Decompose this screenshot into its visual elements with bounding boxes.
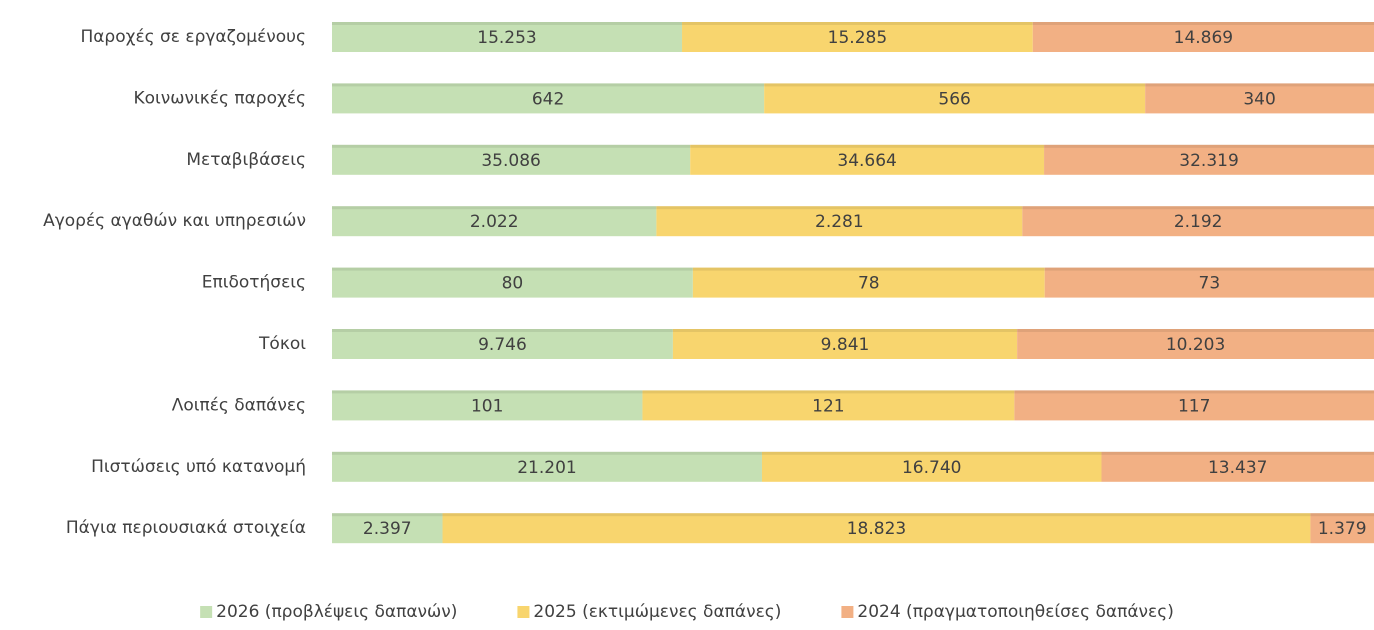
bar-shade — [1032, 22, 1374, 25]
y-tick-label: Κοινωνικές παροχές — [134, 88, 307, 108]
data-label: 9.746 — [478, 335, 527, 355]
bar-shade — [332, 329, 673, 332]
bar-segment — [332, 144, 691, 175]
bar-segment — [1101, 451, 1374, 482]
bar-segment — [332, 329, 673, 359]
data-label: 78 — [858, 274, 880, 294]
bar-segment — [761, 451, 1102, 482]
data-label: 15.285 — [828, 28, 887, 48]
bar-shade — [332, 83, 765, 87]
data-label: 340 — [1243, 89, 1275, 109]
data-label: 117 — [1178, 396, 1210, 416]
bar-segment — [692, 267, 1045, 298]
bar-shade — [1044, 267, 1374, 271]
legend-swatch — [200, 606, 213, 618]
bar-shade — [1017, 329, 1374, 332]
y-tick-label: Μεταβιβάσεις — [186, 150, 306, 170]
data-label: 18.823 — [847, 519, 906, 539]
y-tick-label: Επιδοτήσεις — [202, 273, 306, 293]
bar-segment — [1017, 329, 1374, 359]
bar-shade — [656, 206, 1023, 210]
data-label: 10.203 — [1166, 335, 1225, 355]
data-label: 80 — [502, 274, 524, 294]
data-label: 9.841 — [821, 335, 870, 355]
bar-shade — [332, 144, 691, 148]
bar-shade — [1044, 144, 1374, 148]
legend-swatch — [517, 606, 530, 618]
bar-shade — [761, 451, 1102, 455]
data-label: 121 — [812, 396, 844, 416]
bar-segment — [332, 513, 443, 544]
y-tick-label: Αγορές αγαθών και υπηρεσιών — [43, 211, 306, 231]
data-label: 21.201 — [517, 458, 576, 478]
data-label: 101 — [471, 396, 503, 416]
y-tick-label: Παροχές σε εργαζομένους — [80, 27, 306, 47]
bar-shade — [672, 329, 1018, 332]
bar-shade — [332, 267, 693, 271]
bar-segment — [332, 22, 683, 52]
bar-shade — [1145, 83, 1374, 87]
bar-segment — [1044, 267, 1374, 298]
bar-segment — [1014, 390, 1374, 421]
bar-segment — [332, 267, 693, 298]
y-tick-label: Πάγια περιουσιακά στοιχεία — [66, 518, 306, 538]
bar-segment — [764, 83, 1146, 114]
bar-shade — [332, 513, 443, 517]
data-label: 566 — [938, 89, 970, 109]
bar-shade — [442, 513, 1311, 517]
data-label: 13.437 — [1208, 458, 1267, 478]
bar-shade — [1310, 513, 1374, 517]
legend-swatch — [841, 606, 854, 618]
data-label: 2.192 — [1174, 212, 1223, 232]
data-label: 35.086 — [481, 151, 540, 171]
bar-shade — [682, 22, 1033, 25]
bar-segment — [1145, 83, 1374, 114]
data-label: 1.379 — [1318, 519, 1367, 539]
y-tick-label: Τόκοι — [258, 334, 306, 354]
data-label: 2.022 — [470, 212, 519, 232]
data-label: 32.319 — [1179, 151, 1238, 171]
bar-segment — [642, 390, 1015, 421]
legend-label: 2025 (εκτιμώμενες δαπάνες) — [533, 602, 781, 622]
data-label: 73 — [1199, 274, 1221, 294]
bar-segment — [332, 451, 762, 482]
bar-shade — [1014, 390, 1374, 394]
bar-segment — [1022, 206, 1374, 237]
data-label: 34.664 — [837, 151, 896, 171]
bar-segment — [332, 83, 765, 114]
bar-shade — [1101, 451, 1374, 455]
legend-label: 2024 (πραγματοποιηθείσες δαπάνες) — [857, 602, 1173, 622]
bar-segment — [1032, 22, 1374, 52]
data-label: 15.253 — [477, 28, 536, 48]
bar-shade — [332, 451, 762, 455]
bar-segment — [1044, 144, 1374, 175]
bar-shade — [692, 267, 1045, 271]
bar-segment — [332, 206, 657, 237]
bar-shade — [642, 390, 1015, 394]
data-label: 642 — [532, 89, 564, 109]
bar-segment — [682, 22, 1033, 52]
bar-segment — [656, 206, 1023, 237]
legend-label: 2026 (προβλέψεις δαπανών) — [216, 602, 457, 622]
bar-shade — [332, 206, 657, 210]
y-tick-label: Πιστώσεις υπό κατανομή — [91, 457, 306, 477]
bar-segment — [690, 144, 1045, 175]
bar-segment — [442, 513, 1311, 544]
data-label: 2.397 — [363, 519, 412, 539]
bar-segment — [332, 390, 643, 421]
bar-shade — [332, 390, 643, 394]
bar-shade — [764, 83, 1146, 87]
data-label: 16.740 — [902, 458, 961, 478]
bar-segment — [672, 329, 1018, 359]
y-tick-label: Λοιπές δαπάνες — [172, 395, 306, 415]
bar-shade — [332, 22, 683, 25]
data-label: 2.281 — [815, 212, 864, 232]
data-label: 14.869 — [1174, 28, 1233, 48]
bar-shade — [1022, 206, 1374, 210]
bar-segment — [1310, 513, 1374, 544]
bar-shade — [690, 144, 1045, 148]
